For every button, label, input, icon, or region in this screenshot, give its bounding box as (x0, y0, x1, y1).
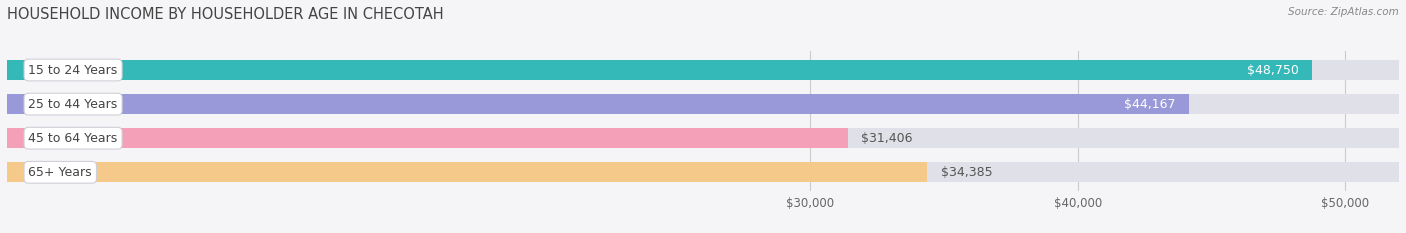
Text: $44,167: $44,167 (1125, 98, 1175, 111)
Text: 45 to 64 Years: 45 to 64 Years (28, 132, 118, 145)
Text: 65+ Years: 65+ Years (28, 166, 91, 179)
Text: $48,750: $48,750 (1247, 64, 1299, 76)
Bar (7, 60, 1399, 80)
Bar (7, 94, 1189, 114)
Bar (7, 128, 1399, 148)
Bar (7, 94, 1399, 114)
Bar (7, 162, 928, 182)
Text: 15 to 24 Years: 15 to 24 Years (28, 64, 118, 76)
Text: 25 to 44 Years: 25 to 44 Years (28, 98, 118, 111)
Text: Source: ZipAtlas.com: Source: ZipAtlas.com (1288, 7, 1399, 17)
Bar (7, 60, 1312, 80)
Bar (7, 128, 848, 148)
Bar (7, 162, 1399, 182)
Text: HOUSEHOLD INCOME BY HOUSEHOLDER AGE IN CHECOTAH: HOUSEHOLD INCOME BY HOUSEHOLDER AGE IN C… (7, 7, 444, 22)
Text: $31,406: $31,406 (860, 132, 912, 145)
Text: $34,385: $34,385 (941, 166, 993, 179)
